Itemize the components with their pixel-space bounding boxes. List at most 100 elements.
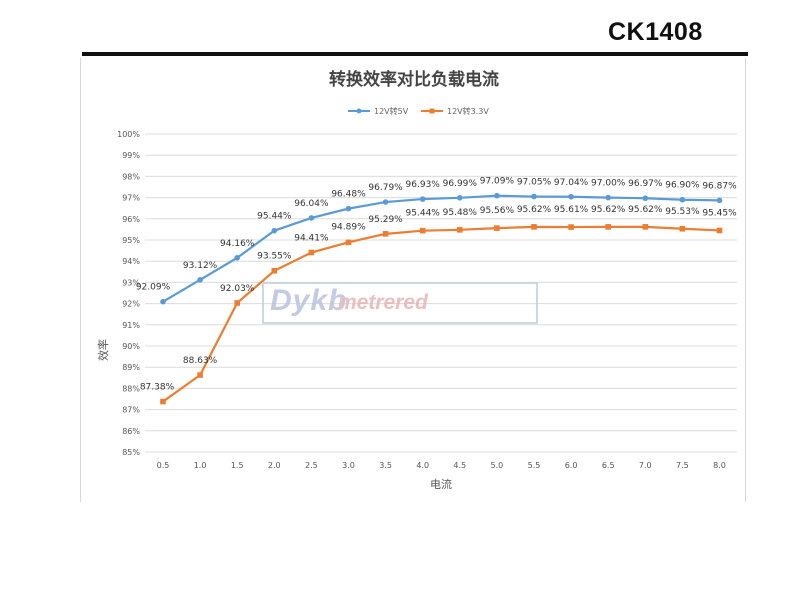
y-tick-label: 99% bbox=[122, 151, 140, 160]
data-point bbox=[271, 227, 278, 234]
x-tick-label: 1.0 bbox=[194, 461, 207, 470]
data-point bbox=[716, 197, 723, 204]
watermark-logo: Dykb metrered bbox=[262, 282, 538, 324]
data-point bbox=[234, 300, 240, 306]
data-label: 93.12% bbox=[183, 261, 218, 271]
y-tick-label: 91% bbox=[122, 321, 140, 330]
data-label: 96.87% bbox=[702, 181, 737, 191]
data-label: 96.04% bbox=[294, 199, 329, 209]
data-point bbox=[345, 205, 352, 212]
efficiency-chart: 85% 86% 87% 88% 89% 90% 91% 92% 93% 94% 95% 96% 97% 9… bbox=[96, 69, 737, 491]
x-tick-label: 6.5 bbox=[602, 461, 615, 470]
data-label: 95.56% bbox=[480, 206, 515, 216]
data-label: 92.03% bbox=[220, 284, 255, 294]
x-tick-label: 1.5 bbox=[231, 461, 244, 470]
x-tick-label: 4.5 bbox=[453, 461, 466, 470]
data-point bbox=[642, 195, 649, 202]
data-label: 96.93% bbox=[406, 180, 441, 190]
data-point bbox=[160, 398, 166, 405]
y-tick-label: 87% bbox=[122, 406, 140, 415]
data-point bbox=[494, 225, 500, 231]
data-point bbox=[197, 372, 203, 378]
x-tick-label: 5.5 bbox=[528, 461, 541, 470]
x-tick-label: 7.0 bbox=[639, 461, 652, 470]
data-label: 96.90% bbox=[665, 181, 700, 191]
data-label: 95.44% bbox=[257, 212, 292, 222]
data-label: 96.79% bbox=[368, 183, 403, 193]
chart-title: 转换效率对比负载电流 bbox=[329, 69, 499, 90]
legend-label: 12V转5V bbox=[374, 106, 409, 116]
x-tick-label: 3.0 bbox=[342, 461, 355, 470]
data-label: 96.97% bbox=[628, 179, 663, 189]
x-axis-ticks: 0.5 1.0 1.5 2.0 2.5 3.0 3.5 4.0 4.5 5.0 5.5 6.0 6.5 7… bbox=[157, 461, 726, 470]
chart-frame: 85% 86% 87% 88% 89% 90% 91% 92% 93% 94% 95% 96% 97% 9… bbox=[80, 58, 746, 502]
data-label: 88.63% bbox=[183, 356, 218, 366]
data-label: 95.53% bbox=[665, 207, 700, 217]
data-label: 96.99% bbox=[443, 179, 478, 189]
y-axis-ticks: 85% 86% 87% 88% 89% 90% 91% 92% 93% 94% 95% 96% 97% 9… bbox=[117, 130, 140, 457]
y-tick-label: 89% bbox=[122, 363, 140, 372]
data-point bbox=[345, 239, 352, 246]
x-tick-label: 0.5 bbox=[157, 461, 170, 470]
legend: 12V转5V 12V转3.3V bbox=[348, 106, 489, 116]
data-label: 95.45% bbox=[702, 208, 737, 218]
data-label: 95.48% bbox=[443, 208, 478, 218]
data-label: 97.05% bbox=[517, 178, 552, 188]
data-label: 95.62% bbox=[591, 205, 626, 215]
data-point bbox=[605, 224, 611, 230]
x-tick-label: 6.0 bbox=[565, 461, 578, 470]
y-tick-label: 88% bbox=[122, 384, 140, 393]
y-tick-label: 85% bbox=[122, 448, 140, 457]
y-tick-label: 90% bbox=[122, 342, 140, 351]
data-point bbox=[568, 193, 574, 200]
x-tick-label: 7.5 bbox=[676, 461, 689, 470]
y-tick-label: 96% bbox=[122, 215, 140, 224]
data-point bbox=[568, 224, 574, 230]
legend-marker bbox=[429, 108, 435, 114]
data-point bbox=[234, 255, 240, 261]
data-label: 95.61% bbox=[554, 205, 589, 215]
data-point bbox=[531, 224, 537, 230]
legend-label: 12V转3.3V bbox=[447, 106, 489, 116]
data-point bbox=[308, 249, 315, 256]
data-point bbox=[419, 196, 426, 202]
data-point bbox=[679, 196, 686, 203]
data-label: 97.04% bbox=[554, 178, 589, 188]
data-point bbox=[457, 195, 463, 201]
data-label: 95.44% bbox=[406, 209, 441, 219]
y-tick-label: 100% bbox=[117, 130, 140, 139]
watermark-brand: Dykb bbox=[270, 284, 348, 317]
data-point bbox=[605, 194, 611, 201]
y-tick-label: 97% bbox=[122, 194, 140, 203]
data-label: 95.62% bbox=[517, 205, 552, 215]
data-label: 97.09% bbox=[480, 177, 515, 187]
x-tick-label: 8.0 bbox=[713, 461, 726, 470]
x-tick-label: 2.5 bbox=[305, 461, 318, 470]
data-label: 94.16% bbox=[220, 239, 255, 249]
y-tick-label: 92% bbox=[122, 300, 140, 309]
data-label: 94.89% bbox=[331, 222, 366, 232]
data-point bbox=[642, 224, 649, 230]
data-label: 93.55% bbox=[257, 252, 292, 262]
data-point bbox=[308, 215, 315, 221]
data-point bbox=[382, 199, 389, 205]
y-axis-title: 效率 bbox=[96, 339, 110, 361]
data-labels: 92.09%93.12%94.16%95.44%96.04%96.48%96.7… bbox=[136, 177, 737, 393]
data-point bbox=[494, 192, 500, 199]
data-point bbox=[531, 193, 537, 200]
data-point bbox=[197, 277, 203, 283]
y-tick-label: 94% bbox=[122, 257, 140, 266]
data-label: 87.38% bbox=[140, 383, 175, 393]
data-label: 94.41% bbox=[294, 234, 329, 244]
watermark-suffix: metrered bbox=[338, 291, 428, 314]
legend-marker bbox=[356, 108, 362, 114]
data-point bbox=[271, 267, 278, 274]
data-point bbox=[160, 298, 166, 305]
series-line bbox=[162, 194, 720, 303]
y-tick-label: 86% bbox=[122, 427, 140, 436]
series-lines bbox=[160, 192, 723, 405]
data-label: 95.62% bbox=[628, 205, 663, 215]
model-title: CK1408 bbox=[608, 18, 703, 46]
data-label: 96.48% bbox=[331, 190, 366, 200]
x-axis-title: 电流 bbox=[430, 477, 452, 491]
